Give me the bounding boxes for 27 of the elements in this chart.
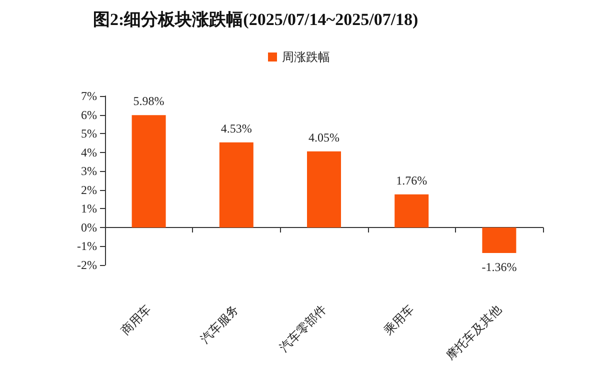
y-tick-label: -1% [77, 239, 97, 254]
data-label: 1.76% [396, 173, 428, 188]
data-label: -1.36% [482, 260, 517, 274]
legend-label: 周涨跌幅 [282, 50, 330, 64]
bar [219, 142, 254, 228]
data-label: 4.53% [220, 121, 252, 136]
y-tick-label: 5% [81, 126, 97, 141]
y-tick-label: 0% [81, 220, 97, 234]
x-tick-label: 汽车服务 [198, 302, 242, 346]
bar [394, 194, 429, 228]
x-tick-label: 乘用车 [381, 302, 417, 338]
x-tick-label: 商用车 [118, 302, 154, 338]
chart-title: 图2:细分板块涨跌幅(2025/07/14~2025/07/18) [93, 10, 418, 29]
bar [132, 115, 166, 228]
bar [482, 227, 516, 253]
data-label: 5.98% [133, 94, 164, 108]
y-tick-label: 6% [81, 108, 97, 122]
y-tick-label: 3% [81, 164, 97, 178]
x-tick-label: 汽车零部件 [276, 302, 329, 354]
x-tick-label: 摩托车及其他 [443, 302, 504, 363]
bar [307, 151, 341, 228]
data-label: 4.05% [308, 130, 340, 144]
y-tick-label: 2% [81, 182, 97, 197]
y-tick-label: 4% [81, 145, 97, 160]
y-tick-label: 7% [81, 89, 97, 103]
y-tick-label: -2% [77, 258, 97, 272]
y-tick-label: 1% [81, 202, 97, 216]
